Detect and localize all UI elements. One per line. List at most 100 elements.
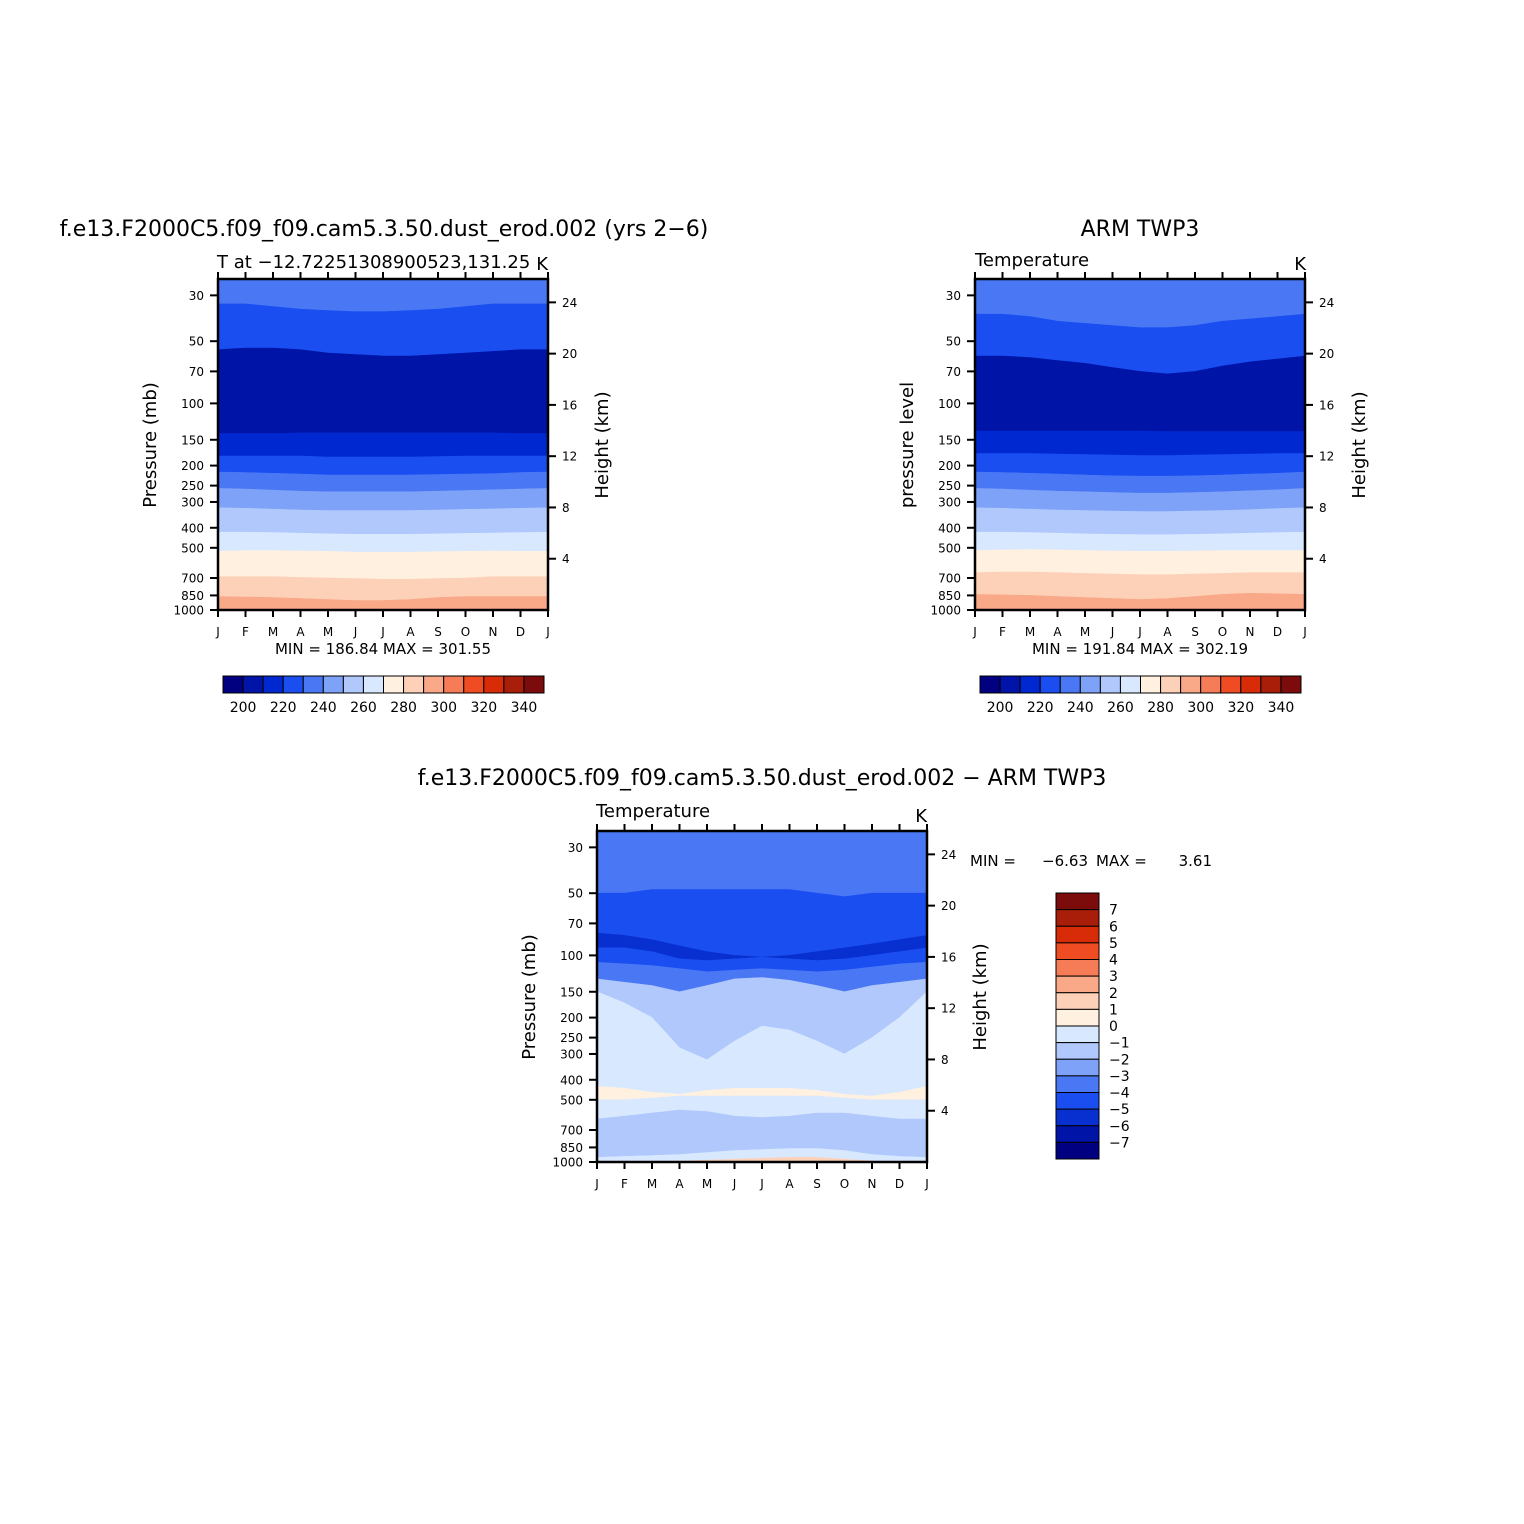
- contour-band: [218, 432, 548, 458]
- y2-tick-label: 16: [1319, 398, 1334, 412]
- colorbar-box: [1055, 1108, 1100, 1127]
- x-tick-label: J: [924, 1177, 929, 1191]
- y2-tick-label: 12: [941, 1002, 956, 1016]
- y2-tick-label: 4: [1319, 552, 1327, 566]
- y2-axis-label: Height (km): [970, 943, 991, 1050]
- colorbar-label: 340: [1268, 700, 1295, 716]
- x-tick-label: D: [895, 1177, 904, 1191]
- contour-band: [218, 471, 548, 493]
- colorbar-box: [1055, 892, 1100, 911]
- panel-left-label: Temperature: [974, 250, 1089, 271]
- colorbar-box: [262, 675, 284, 694]
- y2-tick-label: 8: [1319, 501, 1327, 515]
- x-tick-label: N: [489, 625, 498, 639]
- y-tick-label: 400: [560, 1073, 583, 1087]
- colorbar-label: 280: [390, 700, 417, 716]
- y-tick-label: 300: [938, 495, 961, 509]
- colorbar-box: [1280, 675, 1302, 694]
- max-value: 3.61: [1179, 852, 1212, 870]
- colorbar-label: 300: [1187, 700, 1214, 716]
- y2-tick-label: 24: [562, 296, 577, 310]
- colorbar-label: 220: [270, 700, 297, 716]
- colorbar-label: −2: [1109, 1052, 1130, 1068]
- panel-title: f.e13.F2000C5.f09_f09.cam5.3.50.dust_ero…: [60, 217, 709, 242]
- x-tick-label: J: [545, 625, 550, 639]
- colorbar-box: [443, 675, 465, 694]
- contour-band: [218, 347, 548, 434]
- y-tick-label: 500: [560, 1093, 583, 1107]
- y-axis-label: Pressure (mb): [140, 382, 161, 508]
- y-tick-label: 70: [568, 917, 583, 931]
- colorbar-box: [1119, 675, 1141, 694]
- contour-band: [975, 430, 1305, 456]
- y2-tick-label: 20: [941, 899, 956, 913]
- y-tick-label: 500: [938, 541, 961, 555]
- x-tick-label: S: [1191, 625, 1199, 639]
- x-tick-label: D: [1273, 625, 1282, 639]
- colorbar-box: [1260, 675, 1282, 694]
- colorbar-label: −4: [1109, 1086, 1130, 1102]
- y-tick-label: 150: [938, 433, 961, 447]
- y-tick-label: 150: [560, 985, 583, 999]
- x-tick-label: M: [268, 625, 278, 639]
- contour-band: [975, 531, 1305, 552]
- y-tick-label: 50: [946, 335, 961, 349]
- x-tick-label: J: [972, 625, 977, 639]
- panel-title: f.e13.F2000C5.f09_f09.cam5.3.50.dust_ero…: [418, 766, 1107, 791]
- y2-tick-label: 24: [1319, 296, 1334, 310]
- x-tick-label: J: [1302, 625, 1307, 639]
- y-tick-label: 70: [946, 365, 961, 379]
- colorbar-label: −5: [1109, 1102, 1130, 1118]
- y2-tick-label: 8: [941, 1053, 949, 1067]
- contour-plot: J F M A M J J A S O N D J 30 50 70 100 150 200 250 300 400 500…: [552, 824, 956, 1191]
- y-tick-label: 50: [568, 887, 583, 901]
- colorbar-label: 260: [1107, 700, 1134, 716]
- colorbar-box: [1055, 1075, 1100, 1093]
- colorbar-label: 0: [1109, 1019, 1118, 1035]
- y-tick-label: 30: [189, 289, 204, 303]
- y-tick-label: 1000: [552, 1156, 583, 1170]
- x-tick-label: M: [702, 1177, 712, 1191]
- colorbar-label: 220: [1027, 700, 1054, 716]
- colorbar-box: [1160, 675, 1182, 694]
- y-tick-label: 30: [946, 289, 961, 303]
- colorbar-box: [362, 675, 384, 694]
- colorbar-label: −6: [1109, 1119, 1130, 1135]
- y-tick-label: 300: [560, 1047, 583, 1061]
- colorbar-label: 3: [1109, 969, 1118, 985]
- x-tick-label: A: [785, 1177, 794, 1191]
- colorbar-label: 340: [511, 700, 538, 716]
- colorbar-label: 5: [1109, 936, 1118, 952]
- colorbar-box: [1055, 959, 1100, 977]
- y2-tick-label: 20: [562, 347, 577, 361]
- x-tick-label: J: [732, 1177, 737, 1191]
- max-label: MAX =: [1096, 852, 1147, 870]
- colorbar-box: [1055, 1058, 1100, 1077]
- colorbar-box: [1055, 1025, 1100, 1044]
- y-tick-label: 700: [560, 1123, 583, 1137]
- y-tick-label: 1000: [930, 604, 961, 618]
- y-tick-label: 200: [560, 1011, 583, 1025]
- y-tick-label: 250: [560, 1031, 583, 1045]
- colorbar-label: 280: [1147, 700, 1174, 716]
- colorbar-box: [282, 675, 304, 694]
- contour-band: [218, 488, 548, 511]
- colorbar-box: [979, 675, 1001, 694]
- contour-band: [975, 507, 1305, 535]
- y2-tick-label: 16: [562, 398, 577, 412]
- colorbar-label: −1: [1109, 1036, 1130, 1052]
- contour-band: [218, 550, 548, 580]
- colorbar-box: [1039, 675, 1061, 694]
- contour-band: [218, 507, 548, 535]
- x-tick-label: O: [1218, 625, 1227, 639]
- x-tick-label: A: [675, 1177, 684, 1191]
- x-tick-label: M: [1080, 625, 1090, 639]
- y2-tick-label: 8: [562, 501, 570, 515]
- x-tick-label: N: [1246, 625, 1255, 639]
- y2-tick-label: 12: [562, 450, 577, 464]
- colorbar-box: [1055, 1042, 1100, 1060]
- colorbar-box: [1055, 1092, 1100, 1110]
- colorbar-box: [463, 675, 485, 694]
- colorbar-box: [1059, 675, 1081, 694]
